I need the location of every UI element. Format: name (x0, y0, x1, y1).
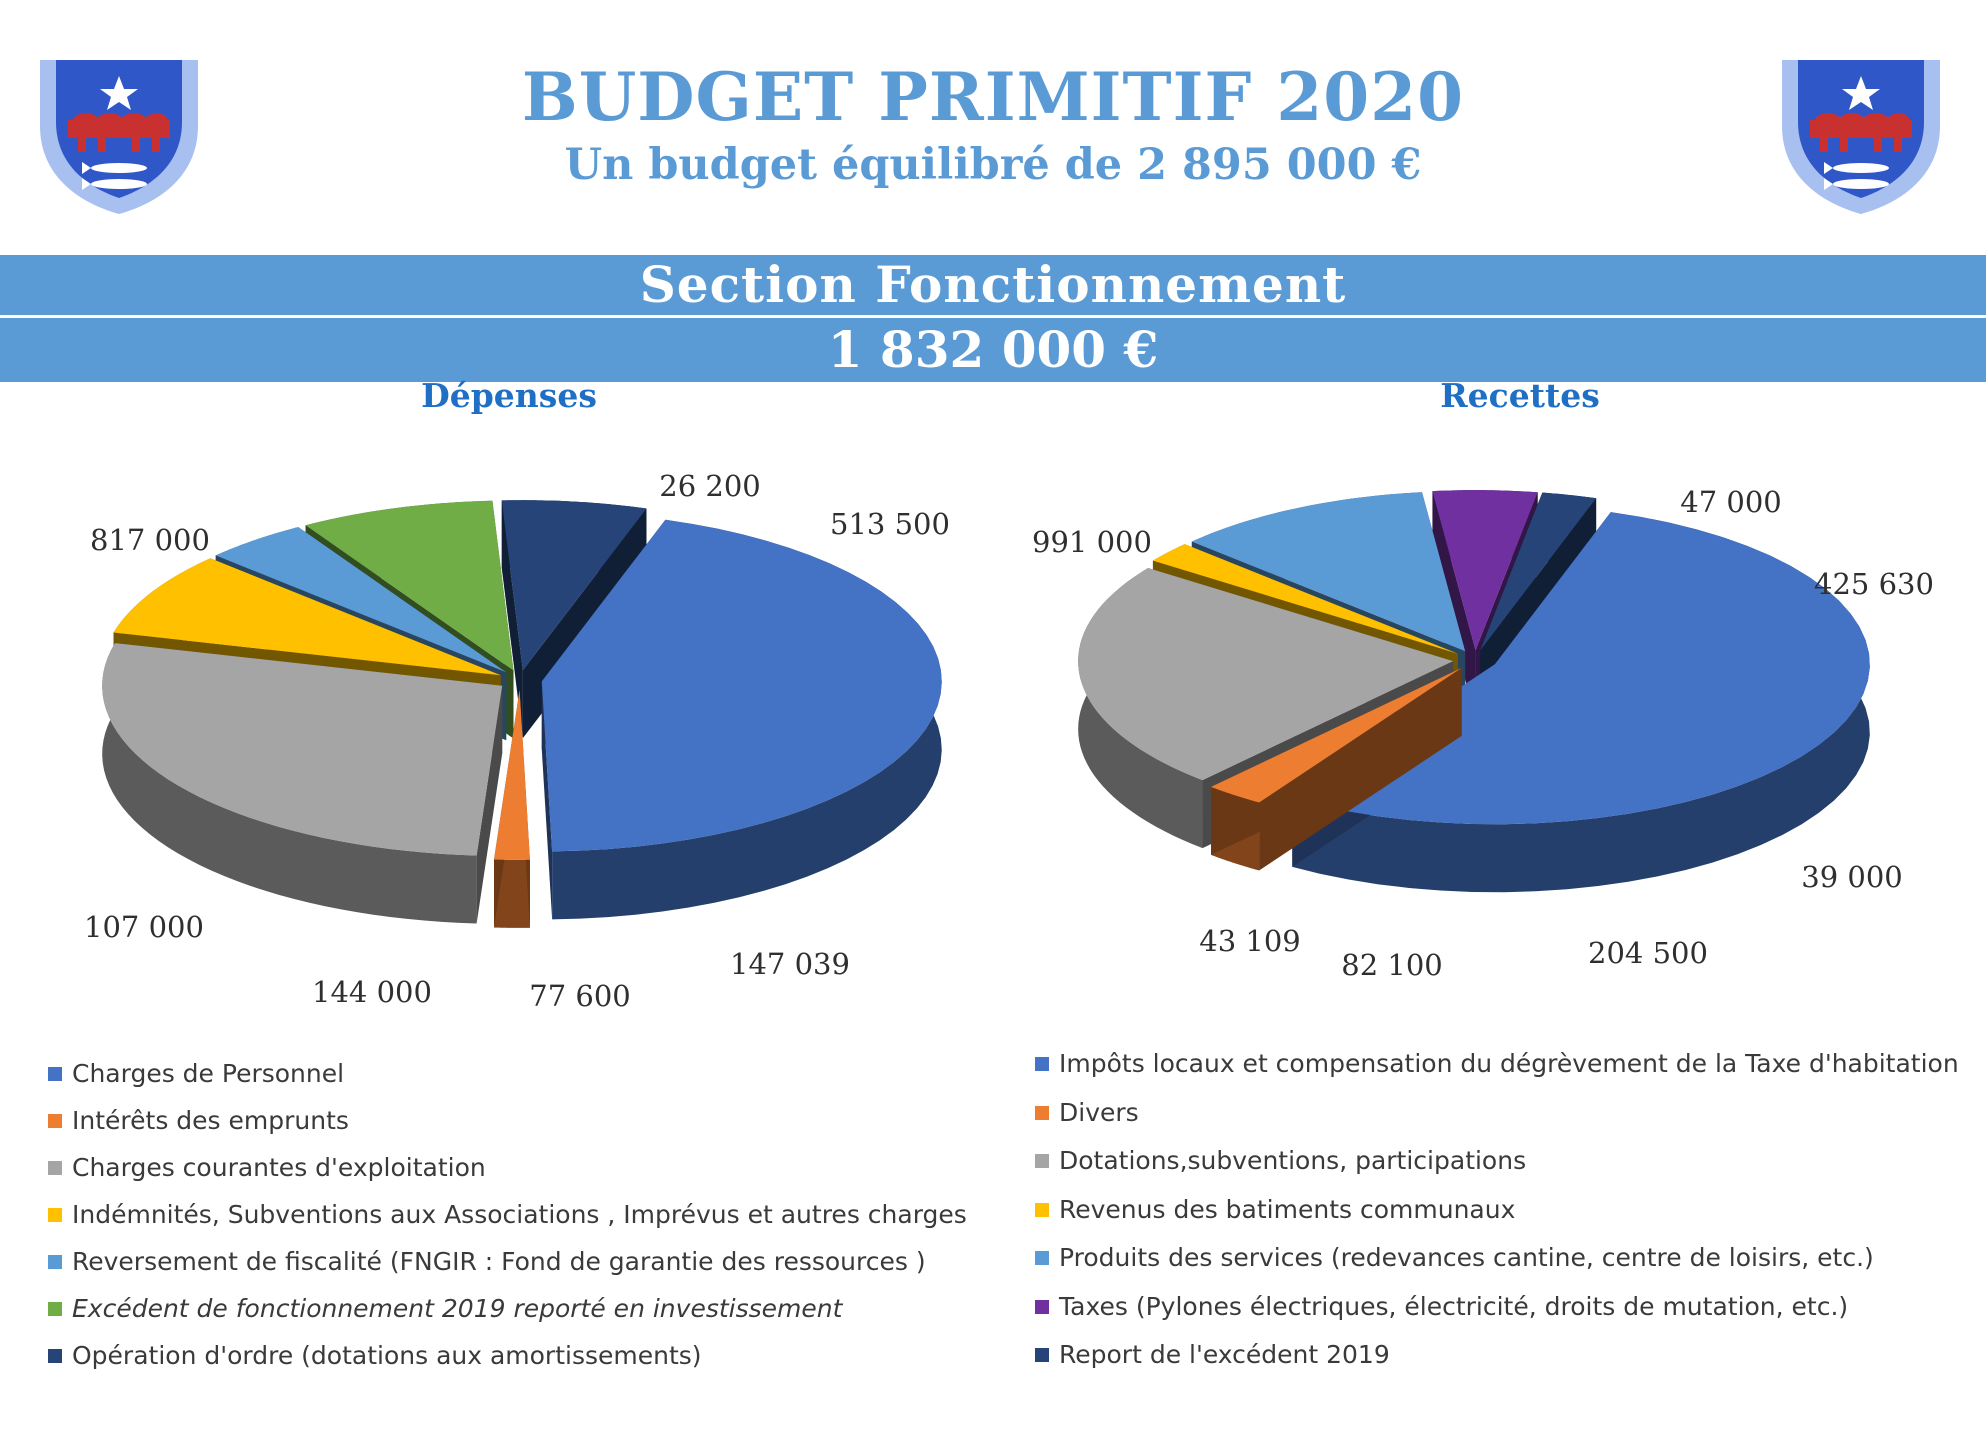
page-title: BUDGET PRIMITIF 2020 (521, 58, 1465, 136)
legend-swatch (48, 1301, 62, 1316)
data-label: 144 000 (312, 975, 432, 1009)
legend-label: Report de l'excédent 2019 (1059, 1340, 1390, 1369)
legend-swatch (1035, 1057, 1049, 1072)
legend-item: Opération d'ordre (dotations aux amortis… (48, 1332, 967, 1379)
legend-depenses: Charges de Personnel Intérêts des emprunt… (48, 1050, 967, 1379)
pie-slice (541, 519, 942, 920)
legend-label: Indémnités, Subventions aux Associations… (72, 1200, 967, 1229)
legend-label: Charges courantes d'exploitation (72, 1153, 486, 1182)
legend-item: Dotations,subventions, participations (1035, 1137, 1959, 1186)
data-label: 147 039 (730, 947, 850, 981)
legend-swatch (1035, 1105, 1049, 1120)
legend-swatch (1035, 1154, 1049, 1169)
data-label: 204 500 (1588, 936, 1708, 970)
legend-item: Impôts locaux et compensation du dégrève… (1035, 1040, 1959, 1089)
legend-swatch (1035, 1251, 1049, 1266)
legend-label: Produits des services (redevances cantin… (1059, 1243, 1874, 1272)
pie-charts: 817 000 26 200 513 500 147 039 77 600 144 000… (84, 469, 1934, 1013)
legend-label: Reversement de fiscalité (FNGIR : Fond d… (72, 1247, 926, 1276)
data-label: 43 109 (1199, 924, 1300, 958)
data-label: 107 000 (84, 910, 204, 944)
pie-slice (102, 643, 503, 924)
legend-item: Report de l'excédent 2019 (1035, 1331, 1959, 1380)
legend-item: Excédent de fonctionnement 2019 reporté … (48, 1285, 967, 1332)
data-label: 39 000 (1801, 860, 1902, 894)
data-label: 425 630 (1814, 567, 1934, 601)
legend-item: Charges de Personnel (48, 1050, 967, 1097)
legend-recettes: Impôts locaux et compensation du dégrève… (1035, 1040, 1959, 1380)
legend-item: Divers (1035, 1089, 1959, 1138)
legend-label: Taxes (Pylones électriques, électricité,… (1059, 1291, 1849, 1321)
coat-of-arms-left (40, 60, 198, 214)
pie-slice (501, 500, 647, 739)
legend-label: Divers (1059, 1097, 1139, 1127)
data-label: 817 000 (90, 523, 210, 557)
coat-of-arms-right (1782, 60, 1940, 214)
legend-label: Charges de Personnel (72, 1059, 345, 1088)
legend-swatch (48, 1113, 62, 1128)
pie-1: 991 000 47 000 425 630 39 000 204 500 82 100 4… (1032, 485, 1934, 982)
legend-swatch (48, 1207, 62, 1222)
legend-label: Dotations,subventions, participations (1059, 1146, 1527, 1175)
data-label: 26 200 (659, 469, 760, 503)
data-label: 77 600 (529, 979, 630, 1013)
chart-title-recettes: Recettes (1440, 376, 1600, 415)
legend-item: Indémnités, Subventions aux Associations… (48, 1191, 967, 1238)
legend-swatch (48, 1254, 62, 1269)
legend-label: Intérêts des emprunts (72, 1106, 349, 1135)
legend-swatch (48, 1066, 62, 1081)
legend-swatch (1035, 1348, 1049, 1363)
legend-item: Charges courantes d'exploitation (48, 1144, 967, 1191)
legend-label: Opération d'ordre (dotations aux amortis… (72, 1341, 702, 1370)
pie-0: 817 000 26 200 513 500 147 039 77 600 144 000… (84, 469, 950, 1013)
legend-swatch (48, 1160, 62, 1175)
page-subtitle: Un budget équilibré de 2 895 000 € (564, 140, 1422, 190)
legend-label: Revenus des batiments communaux (1059, 1194, 1516, 1224)
legend-swatch (1035, 1202, 1049, 1217)
legend-item: Intérêts des emprunts (48, 1097, 967, 1144)
legend-item: Taxes (Pylones électriques, électricité,… (1035, 1283, 1959, 1332)
section-name: Section Fonctionnement (0, 255, 1986, 315)
legend-item: Reversement de fiscalité (FNGIR : Fond d… (48, 1238, 967, 1285)
section-amount: 1 832 000 € (0, 318, 1986, 382)
legend-swatch (1035, 1299, 1049, 1314)
legend-swatch (48, 1348, 62, 1363)
legend-label: Impôts locaux et compensation du dégrève… (1059, 1049, 1959, 1078)
data-label: 991 000 (1032, 525, 1152, 559)
data-label: 82 100 (1341, 948, 1442, 982)
pie-slice (494, 689, 530, 928)
data-label: 513 500 (830, 507, 950, 541)
pie-slice (1211, 667, 1462, 871)
legend-item: Produits des services (redevances cantin… (1035, 1234, 1959, 1283)
legend-label: Excédent de fonctionnement 2019 reporté … (72, 1294, 843, 1323)
data-label: 47 000 (1680, 485, 1781, 519)
legend-item: Revenus des batiments communaux (1035, 1186, 1959, 1235)
chart-title-depenses: Dépenses (421, 376, 597, 415)
